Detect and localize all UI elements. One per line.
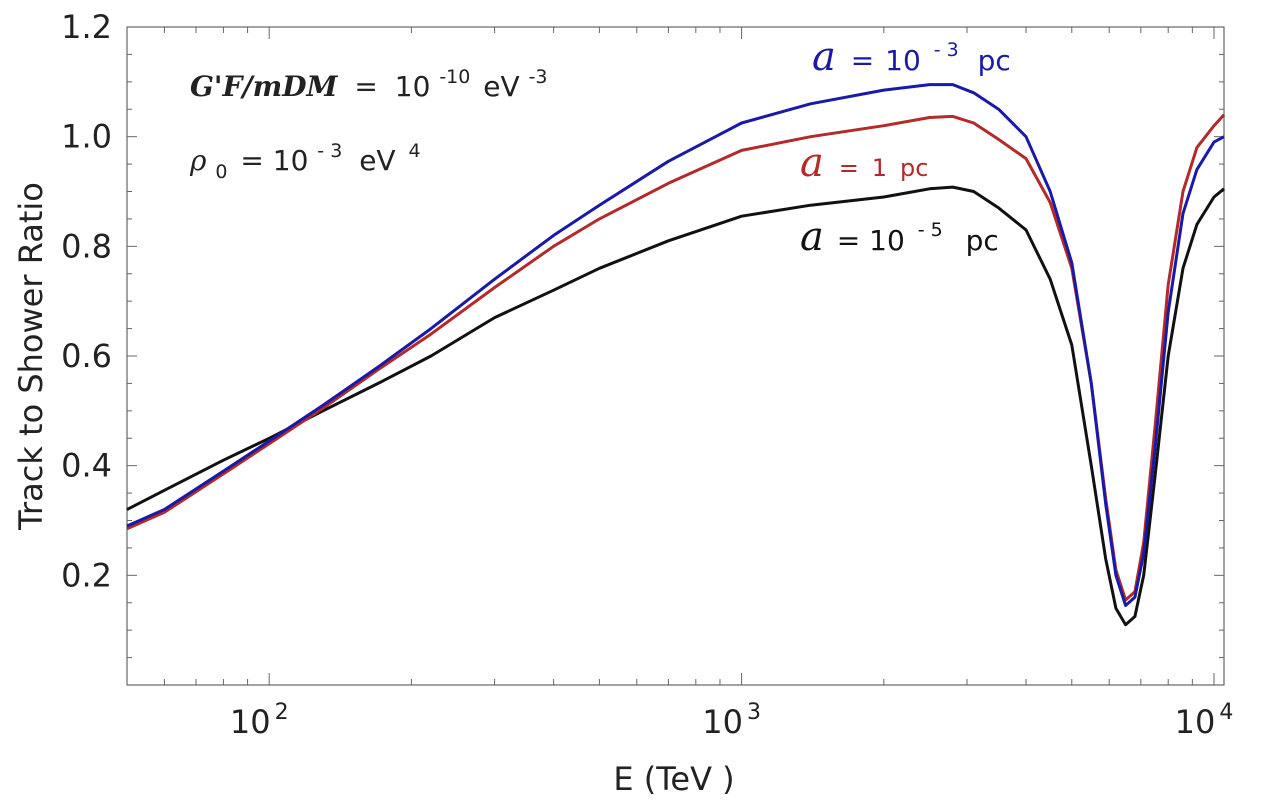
x-axis-title: E (TeV ) [613, 760, 734, 798]
x-tick-labels: 10 2 10 3 10 4 [230, 700, 1234, 741]
plot-frame [126, 26, 1225, 686]
series-line-0 [126, 83, 1225, 607]
x-tick-label: 10 4 [1175, 700, 1234, 741]
coupling-annotation: G'F/mDM = 10 -10 eV -3 [190, 57, 548, 103]
x-tick-label: 10 2 [230, 700, 289, 741]
y-tick-label: 0.4 [61, 447, 112, 485]
density-unit: eV [359, 144, 395, 177]
series-label-blue: a = 10 - 3 pc [812, 30, 1011, 80]
y-tick-label: 0.2 [61, 556, 112, 594]
density-base: 10 [273, 144, 309, 177]
y-tick-label: 1.0 [61, 118, 112, 156]
x-tick-label: 10 3 [702, 700, 761, 741]
density-sub: 0 [215, 161, 227, 183]
series-group [126, 83, 1226, 627]
series-label-red: a = 1 pc [800, 140, 928, 186]
density-unit-exp: 4 [408, 140, 420, 162]
density-exp: - 3 [317, 140, 342, 162]
coupling-exp: -10 [439, 66, 470, 88]
coupling-eq: = [354, 70, 377, 103]
y-tick-label: 0.8 [61, 227, 112, 265]
coupling-symbol: G'F/mDM [190, 70, 338, 103]
density-symbol: ρ [189, 144, 207, 177]
y-tick-label: 1.2 [61, 8, 112, 46]
coupling-unit-exp: -3 [529, 66, 548, 88]
density-annotation: ρ 0 = 10 - 3 eV 4 [189, 131, 421, 185]
axis-ticks [126, 26, 1224, 685]
density-eq: = [240, 144, 263, 177]
coupling-unit: eV [483, 70, 519, 103]
series-line-1 [126, 113, 1226, 602]
series-label-black: a = 10 - 5 pc [800, 210, 999, 260]
series-line-2 [126, 185, 1225, 627]
y-tick-labels: 0.2 0.4 0.6 0.8 1.0 1.2 [61, 8, 112, 594]
y-axis-title: Track to Shower Ratio [12, 182, 50, 531]
coupling-base: 10 [395, 70, 431, 103]
y-tick-label: 0.6 [61, 337, 112, 375]
